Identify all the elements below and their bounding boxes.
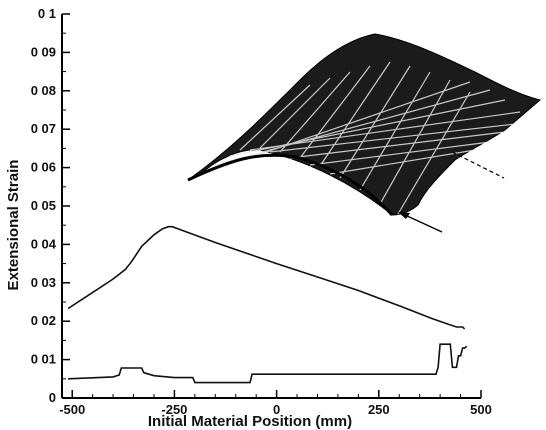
y-tick-label: 0 1 <box>38 6 56 21</box>
y-tick-label: 0 02 <box>31 313 56 328</box>
axes: 0 0 01 0 02 0 03 0 04 0 05 0 06 0 07 0 08 0 09 0 1… <box>31 6 492 417</box>
x-tick-label: 250 <box>368 402 390 417</box>
x-tick-label: -250 <box>161 402 187 417</box>
mesh-inset <box>187 33 542 233</box>
mesh-front-edge <box>187 153 394 216</box>
y-tick-label: 0 03 <box>31 275 56 290</box>
series-line-1 <box>67 225 466 330</box>
y-axis-label: Extensional Strain <box>5 160 22 291</box>
mesh-gridlines <box>199 61 521 215</box>
annotation-arrow-head <box>398 212 410 219</box>
y-tick-label: 0 01 <box>31 352 56 367</box>
y-tick-label: 0 08 <box>31 83 56 98</box>
series-line-2 <box>68 343 468 384</box>
y-tick-label: 0 <box>49 390 56 405</box>
annotation-arrow-shaft <box>404 214 443 233</box>
y-tick-label: 0 05 <box>31 198 56 213</box>
x-axis-label: Initial Material Position (mm) <box>148 413 352 430</box>
x-tick-label: 500 <box>470 402 492 417</box>
y-tick-label: 0 04 <box>31 236 57 251</box>
annotation-dashed-leader <box>451 151 505 179</box>
series-lines <box>67 225 468 384</box>
y-tick-label: 0 07 <box>31 121 56 136</box>
x-tick-label: -500 <box>59 402 85 417</box>
y-tick-label: 0 09 <box>31 44 56 59</box>
y-tick-label: 0 06 <box>31 160 56 175</box>
x-tick-label: 0 <box>273 402 280 417</box>
